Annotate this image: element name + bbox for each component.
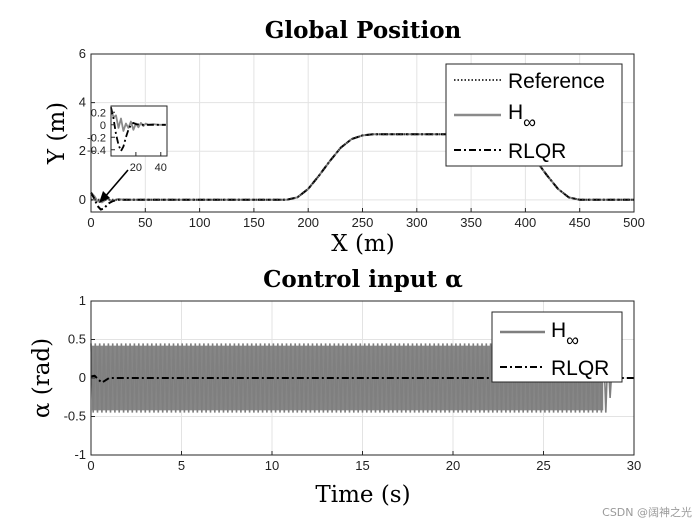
top-series-2 [91, 133, 634, 201]
inset-y-tick-label-2: -0.2 [87, 132, 106, 144]
inset-pointer-arrow [99, 169, 129, 203]
inset-x-tick-label-0: 20 [130, 162, 142, 174]
top-x-tick-label-5: 250 [352, 215, 374, 230]
inset-y-ticks: 0.20-0.2-0.4 [87, 107, 115, 157]
inset-y-tick-label-3: -0.4 [87, 145, 106, 157]
legend-label-hinf-sub: ∞ [523, 112, 536, 132]
inset-background [111, 106, 167, 156]
top-x-tick-label-3: 150 [243, 215, 265, 230]
inset-plot: 20 40 0.20-0.2-0.4 [87, 105, 168, 174]
bottom-legend-label-hinf-main: H [551, 319, 566, 342]
watermark-text: CSDN @阔神之光 [602, 505, 692, 519]
bottom-y-ticks: -1 -0.5 0 0.5 1 [64, 293, 95, 462]
top-x-tick-label-1: 50 [138, 215, 152, 230]
inset-x-ticks: 20 40 [130, 152, 167, 174]
bottom-y-tick-label-1: -0.5 [64, 409, 86, 424]
bottom-x-tick-label-5: 25 [536, 458, 550, 473]
bottom-y-tick-label-3: 0.5 [68, 332, 86, 347]
bottom-y-axis-label: α (rad) [29, 338, 55, 418]
bottom-chart-title: Control input α [263, 266, 463, 293]
top-chart-title: Global Position [265, 17, 462, 44]
bottom-y-tick-label-2: 0 [79, 370, 86, 385]
top-x-tick-label-6: 300 [406, 215, 428, 230]
inset-x-tick-label-1: 40 [155, 162, 167, 174]
top-x-tick-label-10: 500 [623, 215, 645, 230]
top-x-tick-label-7: 350 [460, 215, 482, 230]
top-x-tick-label-4: 200 [297, 215, 319, 230]
arrow-line [103, 169, 129, 199]
bottom-y-tick-label-0: -1 [74, 447, 86, 462]
top-y-tick-label-1: 2 [79, 143, 86, 158]
legend-label-hinf-main: H [508, 101, 523, 124]
inset-series [110, 107, 166, 152]
top-x-tick-label-9: 450 [569, 215, 591, 230]
legend-label-hinf: H∞ [508, 101, 536, 132]
top-x-axis-label: X (m) [331, 231, 394, 257]
legend-label-reference: Reference [508, 70, 605, 93]
top-x-tick-label-0: 0 [87, 215, 94, 230]
bottom-x-tick-label-1: 5 [178, 458, 185, 473]
bottom-x-tick-label-4: 20 [446, 458, 460, 473]
top-y-axis-label: Y (m) [44, 102, 70, 165]
top-x-tick-label-2: 100 [189, 215, 211, 230]
inset-frame [110, 105, 168, 157]
bottom-x-ticks: 0 5 10 15 20 25 30 [87, 451, 641, 473]
bottom-x-tick-label-3: 15 [355, 458, 369, 473]
arrow-head [99, 191, 110, 203]
bottom-x-tick-label-0: 0 [87, 458, 94, 473]
bottom-legend-label-hinf-sub: ∞ [566, 330, 579, 350]
bottom-rlqr-series-0 [90, 374, 634, 384]
inset-series-1 [110, 107, 166, 152]
top-series-1 [90, 133, 634, 211]
top-y-tick-label-2: 4 [79, 95, 86, 110]
top-y-ticks: 0 2 4 6 [79, 46, 95, 207]
bottom-legend-box [491, 311, 623, 383]
top-series [90, 133, 634, 211]
top-y-tick-label-3: 6 [79, 46, 86, 61]
top-legend: Reference H∞ RLQR [445, 63, 623, 167]
top-x-tick-label-8: 400 [515, 215, 537, 230]
top-x-ticks: 0 50 100 150 200 250 300 350 400 450 500 [87, 208, 645, 230]
bottom-legend: H∞ RLQR [491, 311, 623, 383]
inset-y-tick-label-0: 0.2 [91, 107, 106, 119]
legend-label-rlqr: RLQR [508, 140, 566, 163]
bottom-legend-label-hinf: H∞ [551, 319, 579, 350]
bottom-y-tick-label-4: 1 [79, 293, 86, 308]
bottom-x-tick-label-6: 30 [627, 458, 641, 473]
top-y-tick-label-0: 0 [79, 192, 86, 207]
bottom-x-tick-label-2: 10 [265, 458, 279, 473]
inset-y-tick-label-1: 0 [100, 120, 106, 132]
bottom-x-axis-label: Time (s) [315, 482, 410, 508]
bottom-legend-label-rlqr: RLQR [551, 357, 609, 380]
